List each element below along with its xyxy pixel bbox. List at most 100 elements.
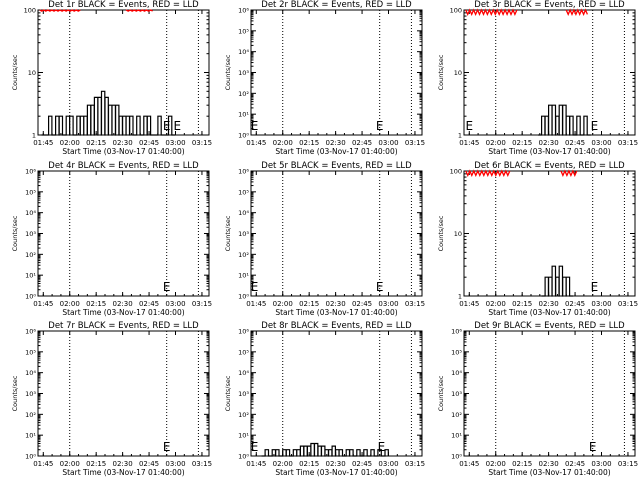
event-marker-label: E — [251, 440, 259, 454]
x-axis-label: Start Time (03-Nov-17 01:40:00) — [488, 308, 610, 317]
y-tick-label: 10⁴ — [25, 209, 36, 217]
x-axis-label: Start Time (03-Nov-17 01:40:00) — [488, 468, 610, 477]
x-tick-label: 02:15 — [299, 460, 319, 468]
x-axis-label: Start Time (03-Nov-17 01:40:00) — [275, 308, 397, 317]
series-lld — [39, 9, 81, 12]
chart-title: Det 5r BLACK = Events, RED = LLD — [261, 161, 412, 171]
event-marker-label: E — [591, 119, 599, 133]
y-tick-label: 10⁴ — [238, 369, 249, 377]
x-axis-label: Start Time (03-Nov-17 01:40:00) — [62, 468, 184, 477]
y-tick-label: 10³ — [25, 390, 36, 398]
chart-panel-5: Det 5r BLACK = Events, RED = LLD 01:45 02:… — [224, 161, 425, 317]
y-tick-label: 10³ — [238, 69, 249, 77]
event-marker-label: E — [378, 440, 386, 454]
x-tick-label: 02:15 — [512, 460, 532, 468]
chart-title: Det 9r BLACK = Events, RED = LLD — [474, 321, 625, 331]
y-axis-label: Counts/sec — [224, 54, 232, 90]
chart-panel-9: Det 9r BLACK = Events, RED = LLD 01:45 02:… — [437, 321, 638, 477]
y-tick-label: 10⁶ — [238, 168, 249, 176]
event-marker-label: E — [251, 119, 259, 133]
y-tick-label: 10⁶ — [238, 328, 249, 336]
y-axis-label: Counts/sec — [11, 375, 19, 411]
event-marker-label: E — [173, 119, 181, 133]
y-axis-label: Counts/sec — [437, 375, 445, 411]
chart-panel-6: Det 6r BLACK = Events, RED = LLD 01:45 02:… — [437, 161, 638, 317]
y-tick-label: 10⁶ — [238, 7, 249, 15]
x-tick-label: 02:30 — [326, 139, 346, 147]
x-tick-label: 02:15 — [512, 300, 532, 308]
y-tick-label: 10³ — [451, 390, 462, 398]
x-tick-label: 01:45 — [33, 139, 53, 147]
y-tick-label: 10⁴ — [25, 369, 36, 377]
x-tick-label: 02:00 — [273, 460, 293, 468]
x-tick-label: 01:45 — [246, 460, 266, 468]
y-tick-label: 10⁵ — [238, 348, 249, 356]
y-tick-label: 10⁰ — [25, 453, 36, 461]
y-tick-label: 10¹ — [238, 111, 249, 119]
series-lld — [465, 169, 511, 177]
chart-title: Det 8r BLACK = Events, RED = LLD — [261, 321, 412, 331]
event-marker-label: E — [591, 280, 599, 294]
event-marker-label: E — [589, 440, 597, 454]
chart-title: Det 2r BLACK = Events, RED = LLD — [261, 0, 412, 10]
y-tick-label: 10 — [454, 69, 462, 77]
chart-panel-8: Det 8r BLACK = Events, RED = LLD 01:45 02:… — [224, 321, 425, 477]
y-tick-label: 10³ — [238, 390, 249, 398]
y-tick-label: 10⁰ — [451, 453, 462, 461]
x-tick-label: 01:45 — [246, 300, 266, 308]
chart-panel-7: Det 7r BLACK = Events, RED = LLD 01:45 02:… — [11, 321, 212, 477]
chart-panel-1: Det 1r BLACK = Events, RED = LLD 01:45 02:… — [11, 0, 212, 156]
series-events — [41, 90, 176, 136]
x-tick-label: 03:15 — [192, 300, 212, 308]
x-tick-label: 01:45 — [33, 300, 53, 308]
y-axis-label: Counts/sec — [224, 375, 232, 411]
x-tick-label: 02:15 — [299, 300, 319, 308]
y-tick-label: 10⁶ — [451, 328, 462, 336]
y-tick-label: 10⁵ — [25, 348, 36, 356]
x-tick-label: 01:45 — [459, 139, 479, 147]
y-tick-label: 10² — [238, 251, 249, 259]
y-axis-label: Counts/sec — [437, 215, 445, 251]
x-tick-label: 03:15 — [405, 460, 425, 468]
event-marker-label: E — [163, 440, 171, 454]
y-tick-label: 10⁴ — [238, 209, 249, 217]
x-tick-label: 03:00 — [165, 460, 185, 468]
chart-panel-3: Det 3r BLACK = Events, RED = LLD 01:45 02:… — [437, 0, 638, 156]
y-tick-label: 1 — [458, 293, 462, 301]
x-tick-label: 02:30 — [326, 460, 346, 468]
series-lld — [125, 9, 153, 12]
x-tick-label: 01:45 — [33, 460, 53, 468]
x-tick-label: 02:30 — [113, 460, 133, 468]
x-tick-label: 02:00 — [60, 139, 80, 147]
event-marker-label: E — [163, 280, 171, 294]
x-tick-label: 02:15 — [299, 139, 319, 147]
x-tick-label: 02:00 — [486, 139, 506, 147]
event-marker-label: E — [465, 119, 473, 133]
y-tick-label: 10⁵ — [25, 188, 36, 196]
y-tick-label: 10² — [451, 411, 462, 419]
y-tick-label: 10¹ — [238, 432, 249, 440]
x-tick-label: 02:30 — [539, 139, 559, 147]
y-tick-label: 10 — [454, 230, 462, 238]
y-tick-label: 100 — [24, 7, 36, 15]
x-tick-label: 02:30 — [113, 300, 133, 308]
x-tick-label: 02:00 — [273, 300, 293, 308]
x-tick-label: 03:15 — [192, 139, 212, 147]
x-axis-label: Start Time (03-Nov-17 01:40:00) — [275, 468, 397, 477]
y-tick-label: 10² — [238, 411, 249, 419]
x-tick-label: 03:15 — [618, 139, 638, 147]
y-tick-label: 100 — [450, 168, 462, 176]
y-axis-label: Counts/sec — [11, 54, 19, 90]
plot-frame — [37, 170, 210, 297]
x-tick-label: 02:15 — [512, 139, 532, 147]
y-tick-label: 10⁰ — [238, 453, 249, 461]
plot-frame — [463, 9, 636, 136]
x-tick-label: 02:00 — [60, 300, 80, 308]
plot-frame — [37, 330, 210, 457]
x-tick-label: 02:00 — [273, 139, 293, 147]
y-tick-label: 10⁶ — [25, 328, 36, 336]
series-events — [261, 442, 389, 457]
series-lld — [465, 8, 518, 17]
x-tick-label: 03:00 — [378, 460, 398, 468]
